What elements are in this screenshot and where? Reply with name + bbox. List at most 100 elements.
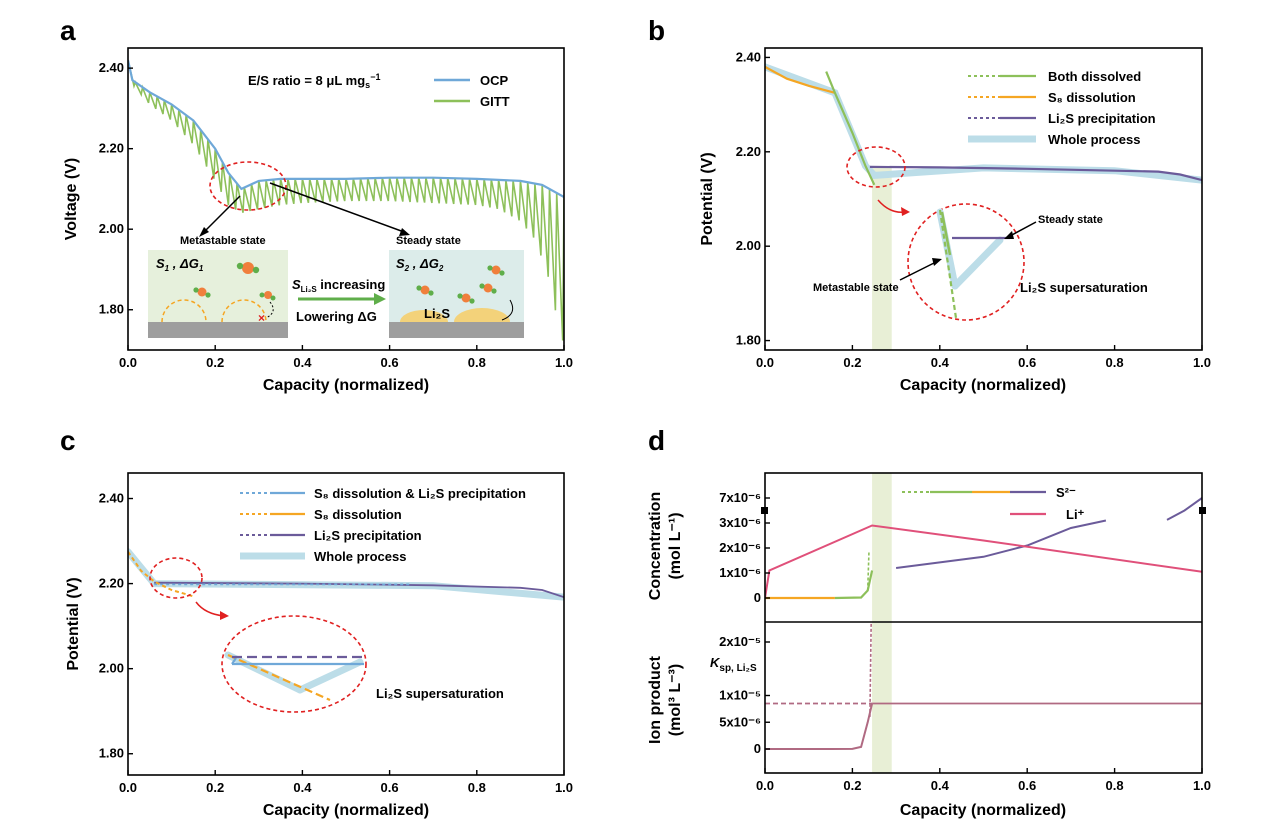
- chart-b-xlabel: Capacity (normalized): [900, 377, 1066, 394]
- chart-d-marker-left: [761, 507, 768, 514]
- chart-b-zoom-arrow-head: [901, 207, 910, 216]
- schematic-metastable: × S1 , ΔG1: [148, 250, 288, 338]
- chart-a-ytick-label: 2.20: [99, 141, 124, 156]
- zoom-b-both-dashed: [938, 209, 958, 319]
- chart-d-frame: [764, 472, 1203, 774]
- substrate-2: [389, 322, 524, 338]
- label-b-steady-state: Steady state: [1038, 214, 1103, 226]
- legend-gitt-label: GITT: [480, 94, 510, 109]
- chart-b-highlight-circle: [846, 146, 906, 188]
- chart-b-ylabel: Potential (V): [699, 152, 716, 245]
- chart-b-xtick-label: 0.8: [1106, 355, 1124, 370]
- chart-d-xtick-label: 0.0: [756, 778, 774, 793]
- chart-d-xtick-label: 1.0: [1193, 778, 1211, 793]
- chart-a-ylabel: Voltage (V): [63, 158, 80, 240]
- series-d-ion-product: [765, 703, 874, 750]
- chart-d-bottom-ytick-label: 5x10⁻⁶: [719, 714, 761, 729]
- chart-d-top-ylabel-2: (mol L⁻¹): [667, 512, 684, 579]
- chart-d-top-ytick-label: 7x10⁻⁶: [719, 490, 761, 505]
- chart-c-ytick-label: 2.20: [99, 576, 124, 591]
- chart-c-xtick-label: 0.0: [119, 780, 137, 795]
- zoom-b-whole: [936, 208, 959, 290]
- chart-d-xtick-label: 0.8: [1106, 778, 1124, 793]
- molecule-1: [236, 262, 260, 274]
- legend-d-li-label: Li⁺: [1066, 507, 1085, 522]
- legend-c-label: Whole process: [314, 549, 406, 564]
- series-c-li2s-precipitation: [154, 581, 564, 599]
- chart-a-xtick-label: 0.6: [381, 355, 399, 370]
- increase-arrow-head: [374, 293, 386, 305]
- li2s-deposit-1: [400, 310, 448, 322]
- chart-d-bottom-ytick-label: 0: [754, 741, 761, 756]
- chart-a-frame: [127, 47, 565, 351]
- label-s1-dg1: S1 , ΔG1: [156, 256, 204, 273]
- substrate-1: [148, 322, 288, 338]
- reject-mark: ×: [258, 311, 265, 325]
- chart-c-zoom-arrow-head: [220, 611, 229, 620]
- chart-d-shaded-region: [872, 473, 892, 773]
- chart-a-xtick-label: 0.2: [206, 355, 224, 370]
- arrow-metastable: [202, 195, 241, 234]
- chart-b-shaded-region: [872, 165, 892, 350]
- series-d-s2-green: [834, 570, 874, 600]
- chart-c-ylabel: Potential (V): [65, 577, 82, 670]
- chart-c-zoom-arrow: [195, 601, 225, 617]
- molecule-2: [193, 287, 211, 298]
- arrow-b-steady-head: [1004, 231, 1014, 239]
- legend-d-s2-label: S²⁻: [1056, 485, 1076, 500]
- zoom-c-s8: [227, 653, 331, 702]
- series-d-li-plus: [765, 524, 1202, 599]
- molecule-5: [416, 285, 434, 296]
- chart-d-top-ytick-label: 2x10⁻⁶: [719, 540, 761, 555]
- chart-a-xtick-label: 0.8: [468, 355, 486, 370]
- chart-d-bottom-ylabel-1: Ion product: [647, 655, 664, 744]
- nucleus-outline-1: [161, 299, 207, 323]
- legend-c-label: S₈ dissolution & Li₂S precipitation: [314, 486, 526, 501]
- chart-a-xtick-label: 0.4: [293, 355, 312, 370]
- chart-d-top-ytick-label: 0: [754, 590, 761, 605]
- chart-b-xtick-label: 0.4: [931, 355, 950, 370]
- chart-a-es-ratio: E/S ratio = 8 μL mgs−1: [248, 72, 380, 90]
- legend-b-label: Whole process: [1048, 132, 1140, 147]
- label-lowering-dg: Lowering ΔG: [296, 309, 377, 324]
- molecule-3: [259, 291, 276, 301]
- arrow-b-metastable-head: [932, 258, 942, 266]
- label-li2s-deposit: Li₂S: [424, 306, 450, 321]
- chart-a: 0.0 0.2 0.4 0.6 0.8 1.0 1.80 2.00 2.20 2.40 E/S r…: [63, 47, 573, 394]
- chart-a-xlabel: Capacity (normalized): [263, 377, 429, 394]
- molecule-6: [457, 293, 475, 304]
- series-ocp: [128, 59, 564, 198]
- panel-letter-b: b: [648, 15, 665, 46]
- series-d-s2-purple: [895, 519, 1107, 569]
- chart-b-ytick-label: 2.00: [736, 238, 761, 253]
- series-d-s2-purple-2: [1166, 497, 1202, 521]
- chart-d-bottom-ytick-label: 2x10⁻⁵: [719, 634, 761, 649]
- legend-ocp-label: OCP: [480, 73, 509, 88]
- chart-b-zoom-circle: [907, 203, 1025, 321]
- legend-b-label: Both dissolved: [1048, 69, 1141, 84]
- chart-d-top-ytick-label: 3x10⁻⁶: [719, 515, 761, 530]
- zoom-c-whole-2: [296, 658, 364, 694]
- chart-c-frame: [127, 472, 565, 776]
- series-li2s-precipitation: [869, 165, 1202, 182]
- arrow-b-metastable: [899, 261, 937, 281]
- label-c-supersaturation: Li₂S supersaturation: [376, 686, 504, 701]
- chart-d-top-ytick-label: 1x10⁻⁶: [719, 565, 761, 580]
- legend-c-label: Li₂S precipitation: [314, 528, 422, 543]
- chart-c-xtick-label: 0.8: [468, 780, 486, 795]
- chart-c-xtick-label: 0.6: [381, 780, 399, 795]
- chart-a-xtick-label: 1.0: [555, 355, 573, 370]
- label-b-metastable-state: Metastable state: [813, 282, 899, 294]
- chart-a-ytick-label: 2.00: [99, 221, 124, 236]
- nucleus-outline-2: [221, 299, 267, 323]
- chart-d-xlabel: Capacity (normalized): [900, 802, 1066, 819]
- chart-d-xtick-label: 0.4: [931, 778, 950, 793]
- chart-c-xtick-label: 0.2: [206, 780, 224, 795]
- chart-d-xtick-label: 0.2: [843, 778, 861, 793]
- legend-c-label: S₈ dissolution: [314, 507, 402, 522]
- chart-a-ytick-label: 2.40: [99, 60, 124, 75]
- arrow-head-metastable: [199, 227, 209, 237]
- label-ksp: Ksp, Li₂S: [710, 655, 757, 674]
- chart-b-xtick-label: 0.2: [843, 355, 861, 370]
- schematic-steady: S2 , ΔG2 Li₂S: [389, 250, 524, 338]
